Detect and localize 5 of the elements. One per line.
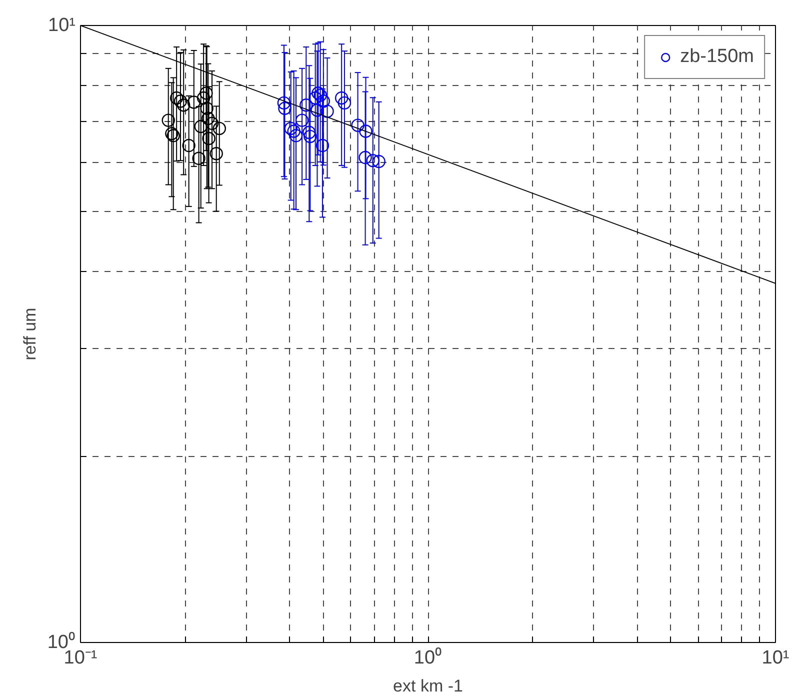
- x-axis-title: ext km -1: [393, 676, 463, 696]
- legend-label: zb-150m: [680, 46, 754, 68]
- x-tick-label: 10¹: [762, 648, 790, 668]
- y-axis-title: reff um: [20, 308, 40, 360]
- x-tick-label: 10⁰: [414, 646, 442, 668]
